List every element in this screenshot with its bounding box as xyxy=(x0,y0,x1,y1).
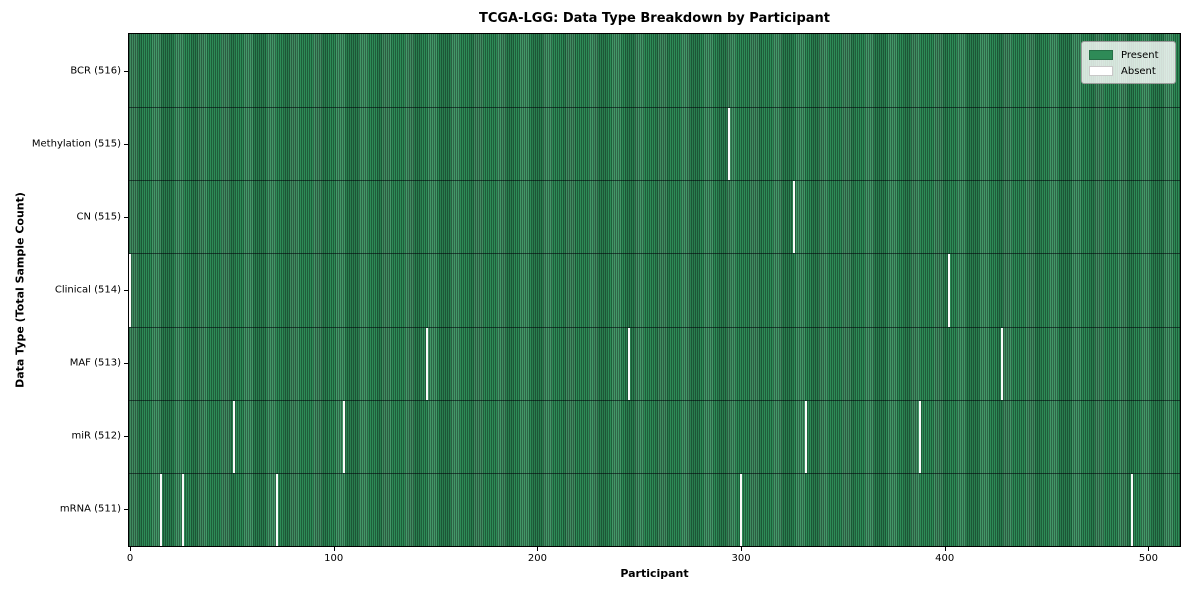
absent-gap-MAF-146 xyxy=(426,328,429,400)
x-axis-label: Participant xyxy=(620,567,689,580)
absent-gap-Clinical-0 xyxy=(129,254,131,327)
y-tick-label-Clinical: Clinical (514) xyxy=(54,284,121,296)
x-tick-label-500: 500 xyxy=(1138,553,1158,564)
absent-gap-MAF-245 xyxy=(628,328,630,400)
row-MAF xyxy=(129,327,1180,400)
legend: Present Absent xyxy=(1081,41,1176,84)
legend-entry-present: Present xyxy=(1089,47,1168,63)
absent-gap-miR-105 xyxy=(342,401,345,473)
x-tick-label-300: 300 xyxy=(731,553,751,564)
row-BCR xyxy=(129,34,1180,107)
x-tick-400 xyxy=(944,547,946,551)
absent-gap-MAF-428 xyxy=(1000,328,1003,400)
y-tick-label-miR: miR (512) xyxy=(71,430,121,442)
absent-gap-miR-388 xyxy=(919,401,922,473)
y-tick-label-mRNA: mRNA (511) xyxy=(59,503,121,515)
x-tick-label-200: 200 xyxy=(527,553,547,564)
row-miR xyxy=(129,400,1180,473)
y-tick-BCR xyxy=(124,70,128,72)
y-tick-label-MAF: MAF (513) xyxy=(69,357,121,369)
absent-gap-Clinical-402 xyxy=(947,254,950,327)
absent-gap-mRNA-492 xyxy=(1131,474,1134,546)
absent-gap-miR-332 xyxy=(805,401,808,473)
y-tick-Methylation xyxy=(124,143,128,145)
absent-swatch-icon xyxy=(1089,66,1113,76)
y-tick-MAF xyxy=(124,363,128,365)
absent-gap-CN-326 xyxy=(793,181,795,253)
y-tick-mRNA xyxy=(124,509,128,511)
absent-gap-Methylation-294 xyxy=(727,108,730,180)
x-tick-200 xyxy=(537,547,539,551)
y-tick-miR xyxy=(124,436,128,438)
plot-area xyxy=(128,33,1181,547)
x-tick-label-0: 0 xyxy=(126,553,134,564)
legend-label-present: Present xyxy=(1121,49,1159,61)
present-swatch-icon xyxy=(1089,50,1113,60)
x-tick-300 xyxy=(741,547,743,551)
y-tick-label-BCR: BCR (516) xyxy=(70,65,121,77)
y-tick-label-Methylation: Methylation (515) xyxy=(31,138,121,150)
absent-gap-mRNA-72 xyxy=(275,474,278,546)
absent-gap-mRNA-300 xyxy=(740,474,743,546)
absent-gap-mRNA-26 xyxy=(182,474,184,546)
row-Methylation xyxy=(129,107,1180,180)
row-mRNA xyxy=(129,473,1180,546)
legend-label-absent: Absent xyxy=(1121,65,1156,77)
absent-gap-miR-51 xyxy=(232,401,235,473)
y-tick-CN xyxy=(124,216,128,218)
y-tick-label-CN: CN (515) xyxy=(76,211,121,223)
y-tick-Clinical xyxy=(124,290,128,291)
x-tick-500 xyxy=(1148,547,1150,551)
x-tick-100 xyxy=(333,547,335,551)
legend-entry-absent: Absent xyxy=(1089,63,1168,79)
absent-gap-mRNA-15 xyxy=(159,474,162,546)
row-CN xyxy=(129,180,1180,253)
row-Clinical xyxy=(129,253,1180,327)
x-tick-label-400: 400 xyxy=(935,553,955,564)
x-tick-label-100: 100 xyxy=(324,553,344,564)
x-tick-0 xyxy=(130,547,131,551)
chart-title: TCGA-LGG: Data Type Breakdown by Partici… xyxy=(478,11,831,26)
